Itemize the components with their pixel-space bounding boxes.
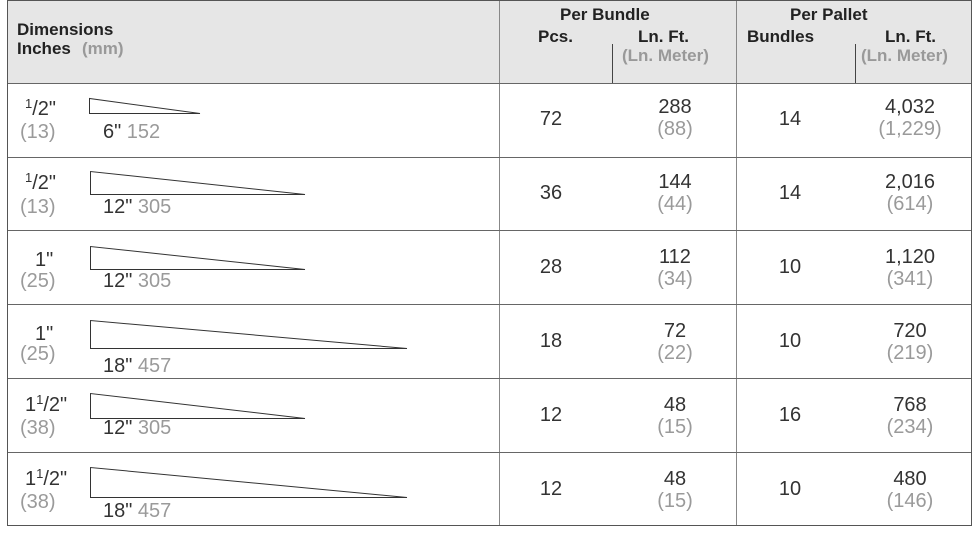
size-mm: (25) [20, 270, 56, 292]
pallet-ln-meter: (1,229) [878, 118, 942, 140]
size-mm: (13) [20, 121, 56, 143]
bundles-value: 10 [778, 256, 802, 278]
header-mm: (mm) [82, 39, 124, 58]
bundle-ln-meter: (15) [657, 416, 693, 438]
pcs-value: 18 [539, 330, 563, 352]
row-divider [7, 83, 972, 84]
taper-profile-icon [90, 245, 306, 270]
header-divider [612, 44, 613, 83]
bundle-ln-ft: 48 [663, 468, 687, 490]
size-inches: 1" [35, 323, 54, 345]
header-pcs: Pcs. [538, 27, 573, 46]
pallet-ln-ft: 720 [893, 320, 927, 342]
pallet-ln-meter: (234) [886, 416, 934, 438]
header-bundles: Bundles [747, 27, 815, 46]
table-header [7, 0, 972, 83]
pallet-ln-meter: (614) [886, 193, 934, 215]
size-mm: (38) [20, 417, 56, 439]
row-divider [7, 157, 972, 158]
row-divider [7, 230, 972, 231]
taper-profile-icon [90, 466, 408, 498]
size-inches: 11/2" [25, 392, 68, 416]
bundle-ln-meter: (88) [657, 118, 693, 140]
row-divider [7, 452, 972, 453]
bundle-ln-ft: 288 [658, 96, 692, 118]
pcs-value: 72 [539, 108, 563, 130]
size-inches: 1/2" [25, 170, 57, 194]
pallet-ln-meter: (341) [886, 268, 934, 290]
header-ln-meter-bundle: (Ln. Meter) [622, 46, 709, 65]
column-divider [499, 0, 500, 526]
header-inches: Inches [17, 39, 71, 58]
bundles-value: 10 [778, 330, 802, 352]
pallet-ln-ft: 2,016 [884, 171, 936, 193]
size-inches: 11/2" [25, 466, 68, 490]
pcs-value: 12 [539, 478, 563, 500]
bundle-ln-ft: 72 [663, 320, 687, 342]
bundle-ln-ft: 48 [663, 394, 687, 416]
taper-profile-icon [90, 319, 408, 349]
row-divider [7, 304, 972, 305]
pcs-value: 36 [539, 182, 563, 204]
header-ln-ft-bundle: Ln. Ft. [638, 27, 689, 46]
length: 18" 457 [103, 500, 172, 522]
pallet-ln-meter: (146) [886, 490, 934, 512]
size-mm: (25) [20, 343, 56, 365]
length: 6" 152 [103, 121, 161, 143]
pallet-ln-ft: 4,032 [884, 96, 936, 118]
bundles-value: 14 [778, 182, 802, 204]
bundles-value: 10 [778, 478, 802, 500]
pallet-ln-ft: 480 [893, 468, 927, 490]
pallet-ln-ft: 1,120 [884, 246, 936, 268]
pallet-ln-meter: (219) [886, 342, 934, 364]
size-inches: 1" [35, 249, 54, 271]
pallet-ln-ft: 768 [893, 394, 927, 416]
size-mm: (38) [20, 491, 56, 513]
taper-profile-icon [90, 170, 306, 195]
size-mm: (13) [20, 196, 56, 218]
pcs-value: 12 [539, 404, 563, 426]
header-dimensions: Dimensions [17, 20, 114, 39]
bundle-ln-ft: 112 [659, 246, 691, 268]
row-divider [7, 378, 972, 379]
bundle-ln-meter: (44) [657, 193, 693, 215]
table-border [7, 0, 972, 526]
header-per-pallet: Per Pallet [790, 5, 868, 24]
bundle-ln-ft: 144 [658, 171, 692, 193]
length: 12" 305 [103, 417, 172, 439]
length: 12" 305 [103, 196, 172, 218]
pcs-value: 28 [539, 256, 563, 278]
bundle-ln-meter: (34) [657, 268, 693, 290]
length: 18" 457 [103, 355, 172, 377]
taper-profile-icon [90, 392, 306, 419]
bundles-value: 14 [778, 108, 802, 130]
bundle-ln-meter: (22) [657, 342, 693, 364]
header-ln-meter-pallet: (Ln. Meter) [861, 46, 948, 65]
header-ln-ft-pallet: Ln. Ft. [885, 27, 936, 46]
size-inches: 1/2" [25, 96, 57, 120]
length: 12" 305 [103, 270, 172, 292]
bundle-ln-meter: (15) [657, 490, 693, 512]
bundles-value: 16 [778, 404, 802, 426]
header-divider [855, 44, 856, 83]
header-per-bundle: Per Bundle [560, 5, 650, 24]
taper-profile-icon [89, 97, 201, 114]
column-divider [736, 0, 737, 526]
